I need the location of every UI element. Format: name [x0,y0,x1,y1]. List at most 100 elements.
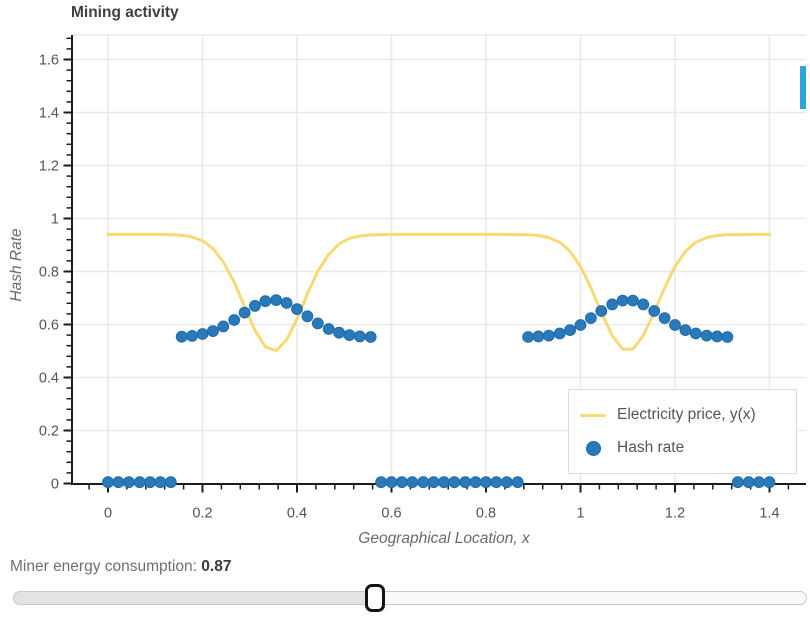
hash-rate-dot [500,476,513,489]
y-tick-label: 1 [51,212,59,228]
line-swatch-icon [580,413,606,417]
hash-rate-dot [353,330,366,343]
x-tick-label: 1.2 [665,506,685,522]
electricity-price-line [106,232,771,352]
hash-rate-dot [522,331,534,343]
hash-rate-dot [595,305,608,317]
slider-readout: Miner energy consumption: 0.87 [10,558,231,576]
dot-swatch-icon [580,440,606,456]
hash-rate-dot [753,476,765,489]
y-tick-label: 0.4 [39,371,59,387]
y-tick-label: 0.8 [39,265,59,281]
hash-rate-dot [322,323,335,335]
chart-title: Mining activity [71,4,179,21]
hash-rate-dot [375,476,388,489]
hash-rate-dot [259,295,272,308]
hash-rate-dot [196,328,209,340]
slider-label: Miner energy consumption: [10,558,197,575]
hash-rate-dot [721,331,734,343]
hash-rate-dot [144,476,157,489]
slider-handle[interactable] [365,584,385,612]
x-tick-label: 0.8 [476,506,496,522]
hash-rate-dot [679,324,692,337]
y-tick-label: 1.2 [39,159,59,175]
x-tick-label: 0.2 [192,506,212,522]
hash-rate-dot [164,476,177,489]
hash-rate-dot [186,330,199,342]
legend: Electricity price, y(x) Hash rate [568,389,797,474]
hash-rate-dot [574,319,587,331]
slider-track-fill[interactable] [13,591,375,605]
hash-rate-dot [154,476,167,489]
hash-rate-dot [427,476,440,489]
hash-rate-dot [133,476,146,489]
x-axis-title: Geographical Location, x [358,530,531,547]
plot-area: 0 0.2 0.4 0.6 0.8 1 1.2 1.4 0 0.2 0.4 0.6 0.8 1 1.2 1.4… [8,34,806,547]
hash-rate-dot [217,320,230,333]
hash-rate-dot [469,476,482,489]
hash-rate-dot [553,327,566,340]
hash-rate-dot [102,476,114,489]
y-axis-title: Hash Rate [8,228,25,302]
hash-rate-dot [616,294,629,307]
hash-rate-dot [511,476,524,489]
y-tick-label: 0 [51,477,59,493]
hash-rate-dot [438,476,450,489]
y-tick-label: 0.2 [39,424,59,440]
hash-rate-dot [343,329,356,342]
hash-rate-dot [490,476,503,489]
legend-label-electricity: Electricity price, y(x) [617,406,756,423]
hash-rate-dot [700,329,713,342]
x-tick-label: 0.4 [287,506,307,522]
hash-rate-dot [301,310,314,323]
hash-rate-dot [658,312,671,325]
hash-rate-dot [396,476,408,489]
legend-label-hashrate: Hash rate [617,439,685,456]
hash-rate-dot [532,330,545,343]
y-tick-label: 1.4 [39,106,59,122]
hash-rate-dot [742,476,755,489]
y-tick-label: 0.6 [39,318,59,334]
x-tick-label: 0.6 [381,506,401,522]
hash-rate-dot [175,330,188,343]
hash-rate-dot [291,303,303,316]
scrollbar-thumb[interactable] [800,66,806,109]
hash-rate-dot [122,476,135,489]
hash-rate-dot [280,297,293,309]
hash-rate-dot [627,294,639,307]
hash-rate-dot [112,476,125,489]
hash-rate-dot [207,325,219,338]
hash-rate-dot [542,329,555,342]
legend-item-hashrate: Hash rate [580,436,796,460]
hash-rate-dot [648,305,661,317]
hash-rate-dot [311,317,324,330]
legend-item-electricity: Electricity price, y(x) [580,403,796,427]
hash-rate-dot [385,476,398,489]
hash-rate-dot [364,331,377,343]
hash-rate-dot [249,300,261,312]
hash-rate-dot [406,476,419,489]
x-tick-label: 0 [104,506,112,522]
hash-rate-dot [459,476,472,489]
x-tick-label: 1 [576,506,584,522]
hash-rate-dot [637,298,650,311]
hash-rate-dot [711,330,723,343]
hash-rate-dot [270,294,283,307]
hash-rate-dot [669,319,681,331]
hash-rate-dot [564,324,576,337]
hash-rate-dot [480,476,492,489]
x-tick-label: 1.4 [759,506,779,522]
hash-rate-dot [731,476,744,489]
y-tick-label: 1.6 [39,53,59,69]
energy-slider[interactable] [13,584,807,612]
hash-rate-dot [333,326,346,339]
hash-rate-dot [228,314,241,326]
hash-rate-dot [585,312,597,325]
hash-rate-dot [763,476,776,489]
slider-value: 0.87 [201,558,232,575]
hash-rate-dot [448,476,461,489]
hash-rate-dot [606,298,619,311]
hash-rate-dot [689,327,702,340]
hash-rate-dot [238,306,251,319]
